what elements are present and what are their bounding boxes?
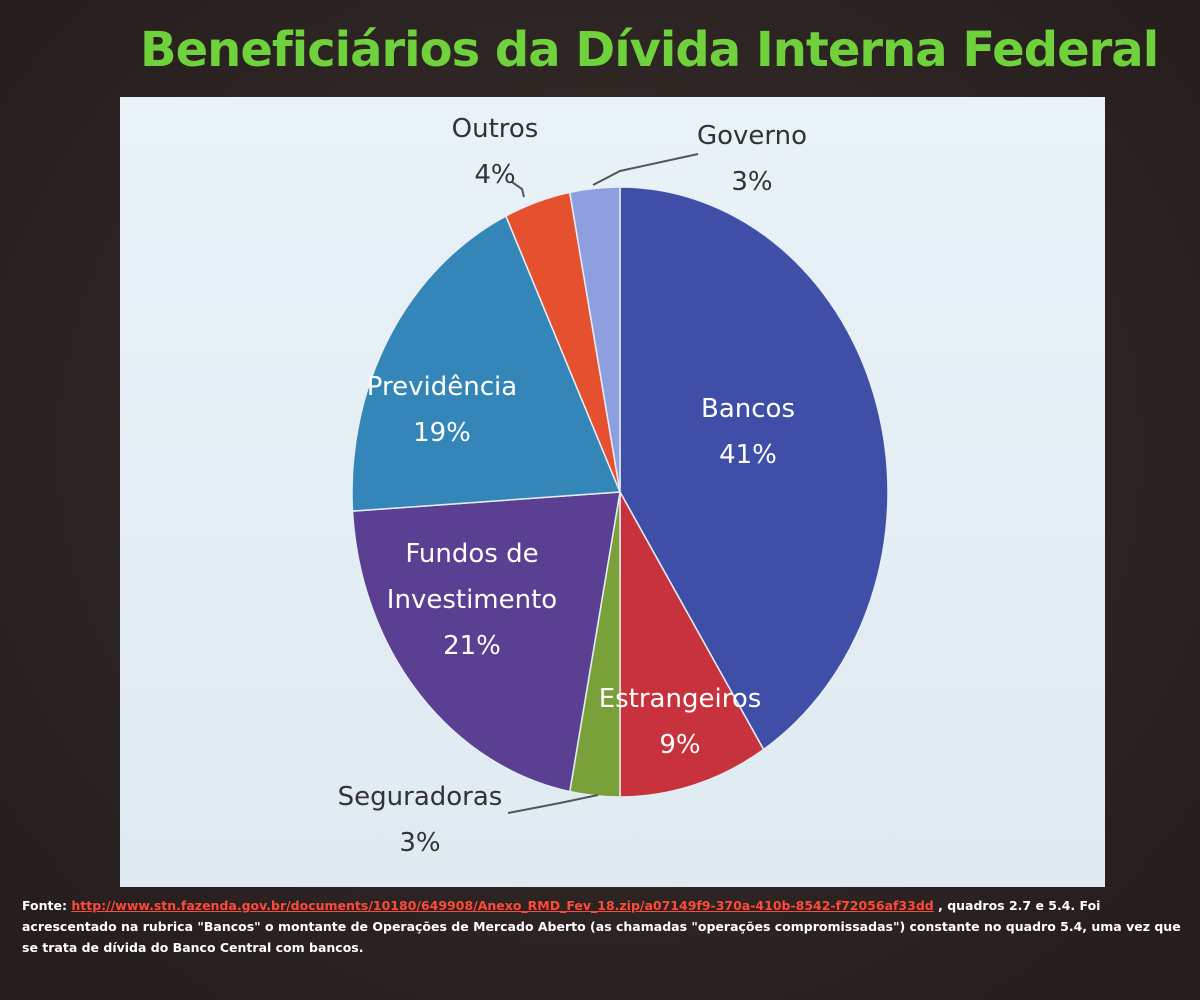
label-value-seguradoras: 3% [399,828,440,858]
label-bancos: Bancos 41% [701,394,795,470]
label-fundos-de-investimento: Fundos de Investimento 21% [387,539,557,661]
leader-outros [511,181,525,198]
chart-panel: Bancos 41% Estrangeiros 9% Seguradoras 3% Fund… [120,97,1105,887]
slice-labels: Bancos 41% Estrangeiros 9% Seguradoras 3% Fund… [338,114,807,858]
label-name-previdencia: Previdência [367,372,517,402]
label-name-estrangeiros: Estrangeiros [599,684,762,714]
label-name-seguradoras: Seguradoras [338,782,503,812]
pie-chart: Bancos 41% Estrangeiros 9% Seguradoras 3% Fund… [338,114,889,858]
slide-title: Beneficiários da Dívida Interna Federal [140,22,1159,78]
slice-governo [568,186,621,493]
label-seguradoras: Seguradoras 3% [338,782,503,858]
slice-fundos-de-investimento [351,491,621,793]
slice-previdencia [351,214,622,512]
leader-lines [507,153,699,814]
label-value-fundos-de-investimento: 21% [443,631,501,661]
label-outros: Outros 4% [452,114,539,190]
label-previdencia: Previdência 19% [367,372,517,448]
label-value-bancos: 41% [719,440,777,470]
source-footnote: Fonte: http://www.stn.fazenda.gov.br/doc… [22,895,1192,958]
label-name-governo: Governo [697,121,807,151]
label-value-outros: 4% [474,160,515,190]
source-note: , quadros 2.7 e 5.4. Foi acrescentado na… [22,898,1181,955]
source-lead: Fonte: [22,898,67,913]
label-value-previdencia: 19% [413,418,471,448]
slice-estrangeiros [619,489,765,798]
label-governo: Governo 3% [697,121,807,197]
label-name-outros: Outros [452,114,539,144]
leader-governo [592,153,699,186]
label-name-bancos: Bancos [701,394,795,424]
label-estrangeiros: Estrangeiros 9% [599,684,762,760]
slice-bancos [619,186,889,751]
leader-seguradoras [507,794,599,814]
label-value-estrangeiros: 9% [659,730,700,760]
label-value-governo: 3% [731,167,772,197]
pie-slices [351,186,889,798]
label-name-fundos-de-investimento: Fundos de [405,539,538,569]
source-link[interactable]: http://www.stn.fazenda.gov.br/documents/… [71,898,934,913]
label-name-fundos-de-investimento: Investimento [387,585,557,615]
